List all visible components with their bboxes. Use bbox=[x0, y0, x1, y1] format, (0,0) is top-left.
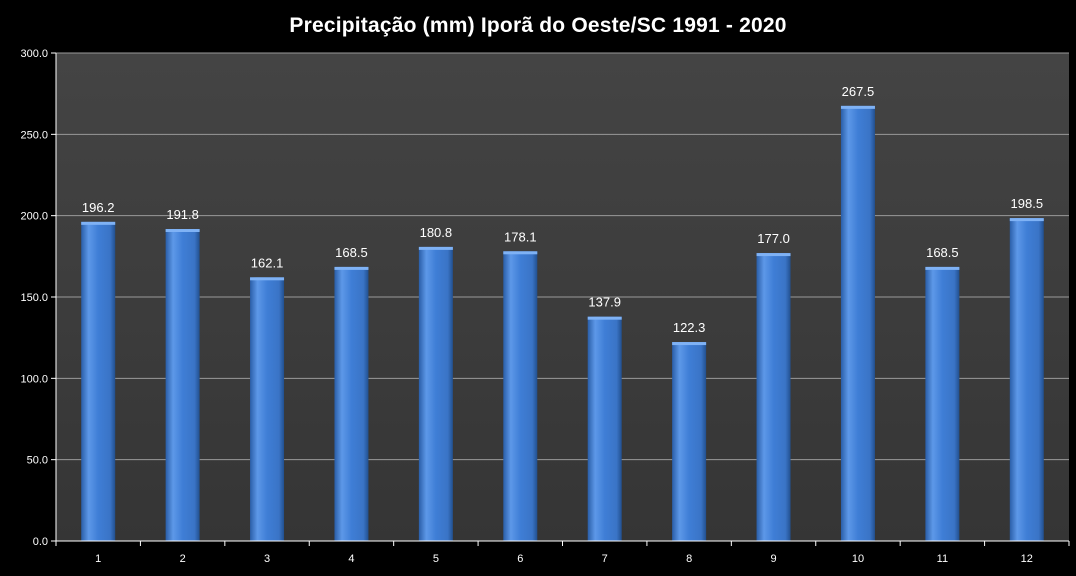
bar-top-highlight bbox=[503, 251, 538, 255]
data-label: 198.5 bbox=[1011, 196, 1044, 211]
bar bbox=[334, 266, 369, 541]
x-tick-label: 1 bbox=[95, 553, 101, 565]
x-tick-label: 11 bbox=[937, 553, 948, 565]
x-tick-label: 10 bbox=[852, 553, 864, 565]
bar-top-highlight bbox=[587, 316, 622, 320]
gridlines bbox=[56, 52, 1069, 461]
bar bbox=[503, 251, 538, 542]
bar-top-highlight bbox=[840, 105, 875, 109]
bar bbox=[165, 229, 200, 541]
y-tick-label: 200.0 bbox=[20, 211, 48, 223]
bar-top-highlight bbox=[81, 221, 116, 225]
y-tick-label: 0.0 bbox=[33, 536, 48, 548]
data-label: 180.8 bbox=[420, 225, 453, 240]
bar bbox=[1009, 218, 1044, 541]
x-tick-label: 4 bbox=[348, 553, 354, 565]
data-label: 177.0 bbox=[757, 231, 790, 246]
x-tick-label: 5 bbox=[433, 553, 439, 565]
bar-top-highlight bbox=[925, 266, 960, 270]
data-label: 191.8 bbox=[166, 207, 199, 222]
data-label: 168.5 bbox=[335, 245, 368, 260]
bar-top-highlight bbox=[334, 266, 369, 270]
bar-top-highlight bbox=[250, 277, 285, 281]
bar bbox=[81, 221, 116, 541]
data-label: 137.9 bbox=[588, 295, 621, 310]
y-tick-label: 100.0 bbox=[20, 373, 48, 385]
y-tick-label: 300.0 bbox=[20, 48, 48, 60]
data-labels: 196.2 191.8 162.1 168.5 180.8 178.1 137.9 122.3… bbox=[82, 84, 1043, 335]
bar bbox=[756, 253, 791, 541]
data-label: 122.3 bbox=[673, 320, 706, 335]
x-axis: 1 2 3 4 5 6 7 8 9 10 11 12 bbox=[55, 540, 1070, 565]
bar bbox=[840, 105, 875, 541]
bar-top-highlight bbox=[672, 342, 707, 346]
bars bbox=[81, 105, 1044, 542]
x-tick-label: 7 bbox=[602, 553, 608, 565]
data-label: 196.2 bbox=[82, 200, 115, 215]
y-tick-label: 50.0 bbox=[27, 455, 48, 467]
x-tick-label: 12 bbox=[1021, 553, 1033, 565]
bar bbox=[418, 246, 453, 541]
bar bbox=[587, 316, 622, 541]
bar-top-highlight bbox=[756, 253, 791, 257]
bar-top-highlight bbox=[1009, 218, 1044, 222]
data-label: 178.1 bbox=[504, 229, 537, 244]
chart-title: Precipitação (mm) Iporã do Oeste/SC 1991… bbox=[289, 14, 787, 37]
data-label: 162.1 bbox=[251, 255, 284, 270]
bar bbox=[250, 277, 285, 541]
x-tick-label: 9 bbox=[770, 553, 776, 565]
x-tick-label: 3 bbox=[264, 553, 270, 565]
x-tick-label: 8 bbox=[686, 553, 692, 565]
data-label: 267.5 bbox=[842, 84, 875, 99]
bar-top-highlight bbox=[418, 246, 453, 250]
y-axis: 0.0 50.0 100.0 150.0 200.0 250.0 300.0 bbox=[20, 48, 57, 548]
bar bbox=[925, 266, 960, 541]
x-tick-label: 2 bbox=[180, 553, 186, 565]
data-label: 168.5 bbox=[926, 245, 959, 260]
y-tick-label: 250.0 bbox=[20, 129, 48, 141]
bar bbox=[672, 342, 707, 541]
x-tick-label: 6 bbox=[517, 553, 523, 565]
bar-top-highlight bbox=[165, 229, 200, 233]
y-tick-label: 150.0 bbox=[20, 292, 48, 304]
